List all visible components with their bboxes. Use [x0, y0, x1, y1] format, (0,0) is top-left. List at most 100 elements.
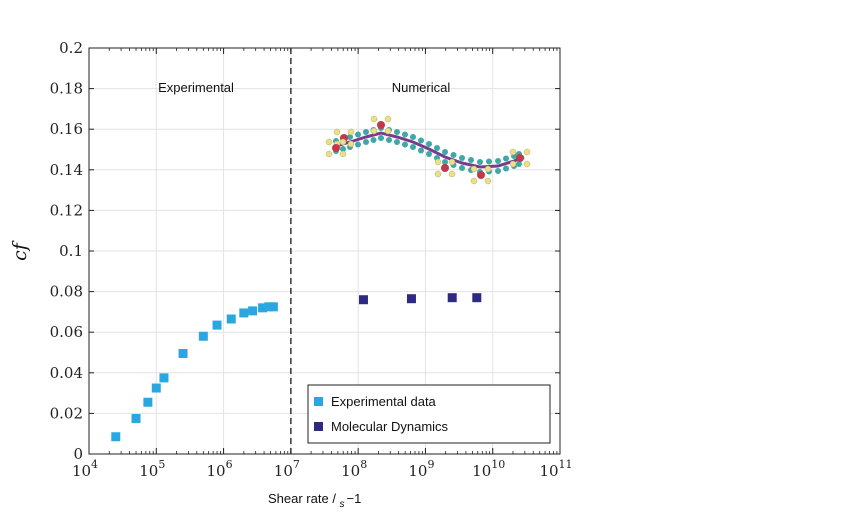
molecule-h-atom	[523, 148, 531, 156]
point-experimental	[159, 373, 169, 383]
legend-swatch-experimental	[314, 397, 323, 406]
molecule-atom	[340, 146, 346, 152]
x-tick-label-exponent: 9	[427, 458, 434, 471]
point-experimental	[212, 320, 222, 330]
point-experimental	[264, 302, 274, 312]
molecule-h-atom	[448, 158, 456, 166]
molecule-atom	[459, 165, 465, 171]
molecule-atom	[410, 134, 416, 140]
y-tick-label: 0.12	[50, 201, 83, 219]
molecule-branch-atom	[332, 144, 340, 152]
molecule-atom	[434, 145, 440, 151]
point-experimental	[258, 303, 268, 313]
y-tick-label: 0.18	[50, 80, 83, 98]
point-molecular-dynamics	[358, 295, 368, 305]
molecule-h-atom	[325, 138, 333, 146]
x-tick-label: 1010	[472, 458, 505, 480]
molecule-atom	[370, 137, 377, 143]
molecule-branch-atom	[516, 154, 524, 162]
molecule-h-atom	[509, 148, 517, 156]
y-axis-title: cf	[9, 240, 31, 261]
molecule-h-atom	[347, 128, 355, 136]
molecule-atom	[410, 144, 416, 150]
point-molecular-dynamics	[447, 293, 457, 303]
point-experimental	[268, 302, 278, 312]
x-tick-label-base: 10	[207, 462, 226, 480]
molecule-h-atom	[370, 115, 378, 123]
x-tick-label-exponent: 11	[559, 458, 573, 471]
molecule-h-atom	[339, 150, 347, 158]
y-tick-label: 0.1	[59, 242, 83, 260]
x-axis-title-exp: −1	[347, 491, 362, 506]
y-tick-label: 0	[73, 445, 83, 463]
molecule-illustration	[325, 115, 531, 185]
x-tick-label: 106	[207, 458, 233, 480]
molecule-h-atom	[325, 150, 333, 158]
point-experimental	[131, 413, 141, 423]
molecule-h-atom	[509, 160, 517, 168]
molecule-h-atom	[484, 177, 492, 185]
molecule-atom	[347, 134, 353, 140]
molecule-h-atom	[434, 158, 442, 166]
molecule-branch-atom	[477, 171, 485, 179]
x-tick-label-base: 10	[472, 462, 491, 480]
x-tick-label-base: 10	[341, 462, 360, 480]
legend-swatch-molecular-dynamics	[314, 422, 323, 431]
region-label-numerical: Numerical	[392, 80, 451, 95]
x-tick-label: 109	[408, 458, 434, 480]
x-tick-label-base: 10	[539, 462, 558, 480]
molecule-atom	[442, 159, 448, 165]
molecule-atom	[516, 161, 522, 167]
molecule-h-atom	[333, 128, 341, 136]
point-experimental	[239, 308, 249, 318]
molecule-h-atom	[347, 140, 355, 148]
x-tick-label-exponent: 8	[360, 458, 367, 471]
legend-box	[307, 384, 551, 444]
x-axis-title-unit: s	[340, 499, 345, 510]
x-tick-label-exponent: 10	[491, 458, 505, 471]
molecule-atom	[363, 139, 369, 145]
x-tick-label-exponent: 7	[293, 458, 300, 471]
molecule-atom	[363, 129, 369, 135]
point-experimental	[143, 397, 153, 407]
molecule-atom	[426, 151, 432, 157]
x-axis-title-main: Shear rate /	[268, 491, 340, 506]
molecule-h-atom	[370, 127, 378, 135]
molecule-h-atom	[384, 127, 392, 135]
molecule-atom	[468, 157, 474, 163]
data-points	[111, 293, 482, 442]
y-tick-label: 0.02	[50, 404, 83, 422]
x-tick-labels: 104 105 106 107 108 109 1010 1011	[72, 458, 573, 480]
point-experimental	[178, 349, 188, 359]
molecule-atom	[378, 135, 384, 141]
molecule-h-atom	[339, 138, 347, 146]
molecule-atom	[418, 137, 424, 144]
molecule-atom	[459, 155, 465, 161]
x-axis-title: Shear rate / s −1	[268, 491, 361, 510]
point-experimental	[248, 306, 258, 316]
molecule-atom	[386, 137, 392, 143]
x-tick-label-base: 10	[274, 462, 293, 480]
x-tick-label: 1011	[539, 458, 572, 480]
point-experimental	[226, 314, 236, 324]
x-tick-label: 108	[341, 458, 367, 480]
molecule-h-atom	[484, 165, 492, 173]
molecule-atom	[495, 168, 501, 174]
molecule-atom	[486, 158, 492, 165]
point-experimental	[111, 432, 121, 442]
x-tick-label-exponent: 5	[158, 458, 165, 471]
x-tick-label-base: 10	[408, 462, 427, 480]
y-tick-label: 0.04	[50, 364, 83, 382]
point-experimental	[151, 383, 161, 393]
molecule-atom	[402, 131, 408, 138]
y-tick-label: 0.16	[50, 120, 83, 138]
x-tick-label-exponent: 6	[226, 458, 233, 471]
y-tick-label: 0.2	[59, 39, 83, 57]
y-tick-label: 0.14	[50, 161, 83, 179]
x-tick-label: 107	[274, 458, 300, 480]
legend-label-experimental: Experimental data	[331, 394, 437, 409]
molecule-atom	[394, 129, 400, 135]
region-label-experimental: Experimental	[158, 80, 234, 95]
molecule-atom	[426, 141, 432, 147]
molecule-atom	[477, 159, 483, 165]
